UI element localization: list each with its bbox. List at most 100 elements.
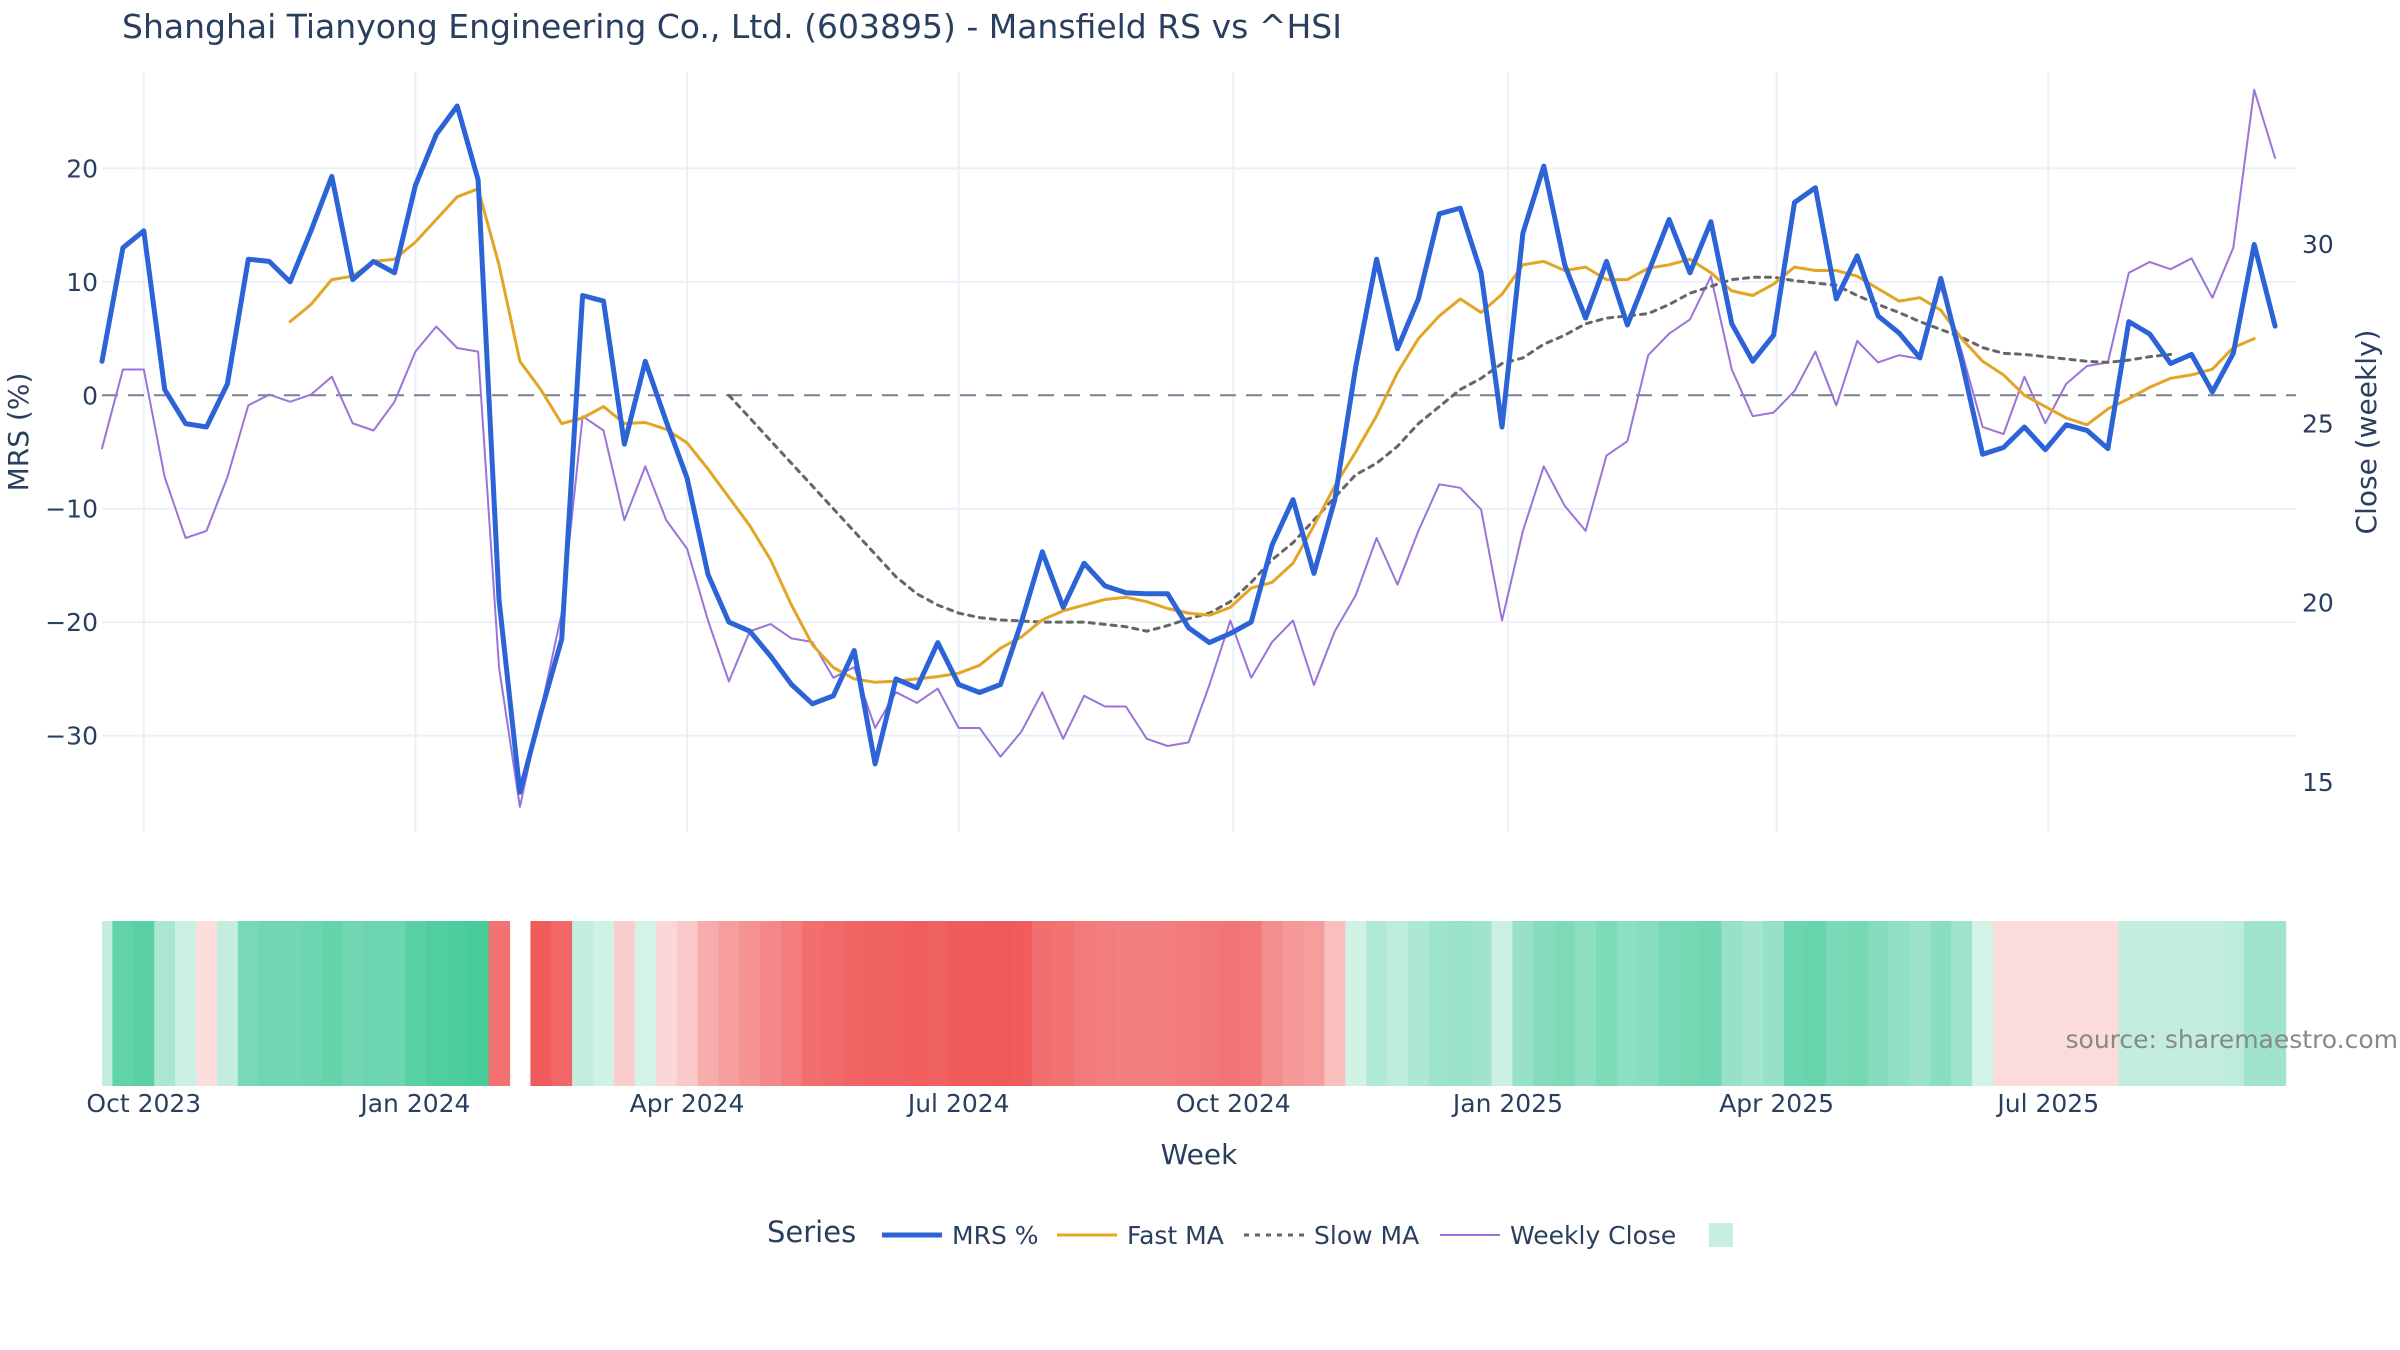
heatmap-cell xyxy=(1533,921,1555,1086)
series-line-mrs xyxy=(99,103,2278,795)
legend-item-weekly-close[interactable]: Weekly Close xyxy=(1440,1221,1676,1250)
right-tick-label: 25 xyxy=(2302,409,2334,438)
heatmap-cell xyxy=(822,921,845,1086)
series-lines xyxy=(99,88,2278,808)
heatmap-cell xyxy=(405,921,427,1086)
legend-swatch-heatmap[interactable] xyxy=(1709,1223,1733,1247)
legend: Series MRS % Fast MA Slow MA Weekly Clos… xyxy=(767,1215,1733,1250)
heatmap-cell xyxy=(2160,921,2182,1086)
series-line-fast-ma xyxy=(288,187,2256,684)
heatmap-cell xyxy=(133,921,155,1086)
heatmap-cell xyxy=(530,921,552,1086)
heatmap-cell xyxy=(1742,921,1764,1086)
heatmap-cell xyxy=(1199,921,1221,1086)
heatmap-cell xyxy=(1867,921,1890,1086)
left-tick-label: −10 xyxy=(45,495,98,524)
heatmap-cell xyxy=(1219,921,1242,1086)
heatmap-cell xyxy=(1930,921,1952,1086)
left-tick-label: −30 xyxy=(45,722,98,751)
legend-label-fast-ma: Fast MA xyxy=(1127,1221,1224,1250)
left-axis-ticks: −30 −20 −10 0 10 20 xyxy=(45,154,98,750)
heatmap-cell xyxy=(1261,921,1284,1086)
right-tick-label: 30 xyxy=(2302,230,2334,259)
heatmap-cell xyxy=(2222,921,2245,1086)
heatmap-cell xyxy=(1784,921,1806,1086)
heatmap-cell xyxy=(781,921,803,1086)
legend-item-mrs[interactable]: MRS % xyxy=(882,1221,1039,1250)
heatmap-cell xyxy=(1596,921,1618,1086)
legend-label-mrs: MRS % xyxy=(952,1221,1039,1250)
heatmap-cell xyxy=(551,921,573,1086)
heatmap-cell xyxy=(258,921,281,1086)
x-tick-label: Oct 2023 xyxy=(86,1089,201,1118)
heatmap-cell xyxy=(2202,921,2224,1086)
heatmap-cell xyxy=(1616,921,1639,1086)
series-line-weekly-close xyxy=(101,88,2277,808)
heatmap-cell xyxy=(739,921,761,1086)
x-axis-label: Week xyxy=(1161,1138,1238,1171)
heatmap-cell xyxy=(2139,921,2161,1086)
heatmap-cell xyxy=(2055,921,2078,1086)
heatmap-cell xyxy=(1700,921,1722,1086)
heatmap-cell xyxy=(655,921,678,1086)
heatmap-cell xyxy=(676,921,699,1086)
heatmap-cell xyxy=(1721,921,1743,1086)
heatmap-cell xyxy=(321,921,343,1086)
heatmap-cell xyxy=(1094,921,1116,1086)
left-tick-label: −20 xyxy=(45,608,98,637)
heatmap-cell xyxy=(2118,921,2140,1086)
heatmap-cell xyxy=(1470,921,1493,1086)
x-tick-label: Oct 2024 xyxy=(1176,1089,1291,1118)
heatmap-cell xyxy=(342,921,364,1086)
heatmap-cell xyxy=(1408,921,1430,1086)
heatmap-cell xyxy=(948,921,970,1086)
heatmap-cell xyxy=(1073,921,1096,1086)
x-tick-label: Jan 2024 xyxy=(358,1089,470,1118)
heatmap-cell xyxy=(990,921,1012,1086)
heatmap-cell xyxy=(1178,921,1200,1086)
heatmap-cell xyxy=(2181,921,2203,1086)
source-annotation: source: sharemaestro.com xyxy=(2066,1025,2399,1054)
heatmap-cell xyxy=(237,921,260,1086)
x-tick-label: Jul 2025 xyxy=(1995,1089,2099,1118)
heatmap-cell xyxy=(927,921,949,1086)
rs-heatmap-strip xyxy=(102,921,2287,1086)
heatmap-cell xyxy=(1010,921,1033,1086)
legend-label-slow-ma: Slow MA xyxy=(1314,1221,1419,1250)
heatmap-cell xyxy=(613,921,636,1086)
heatmap-cell xyxy=(2264,921,2287,1086)
heatmap-cell xyxy=(1052,921,1075,1086)
legend-item-slow-ma[interactable]: Slow MA xyxy=(1244,1221,1419,1250)
heatmap-cell xyxy=(885,921,908,1086)
heatmap-cell xyxy=(1324,921,1346,1086)
left-tick-label: 0 xyxy=(82,381,98,410)
heatmap-cell xyxy=(300,921,322,1086)
heatmap-cell xyxy=(1993,921,2015,1086)
heatmap-cell xyxy=(154,921,176,1086)
left-axis-label: MRS (%) xyxy=(2,373,35,492)
heatmap-cell xyxy=(1366,921,1388,1086)
x-axis-ticks: Oct 2023 Jan 2024 Apr 2024 Jul 2024 Oct 2024… xyxy=(86,1089,2099,1118)
heatmap-cell xyxy=(446,921,469,1086)
heatmap-cell xyxy=(1679,921,1702,1086)
heatmap-cell xyxy=(216,921,239,1086)
heatmap-cell xyxy=(1888,921,1910,1086)
heatmap-cell xyxy=(1491,921,1513,1086)
heatmap-cell xyxy=(2097,921,2119,1086)
heatmap-cell xyxy=(1031,921,1054,1086)
heatmap-cell xyxy=(969,921,991,1086)
heatmap-cell xyxy=(1157,921,1179,1086)
heatmap-cell xyxy=(102,921,113,1086)
gridlines xyxy=(102,72,2296,832)
heatmap-cell xyxy=(1449,921,1472,1086)
heatmap-cell xyxy=(1658,921,1681,1086)
heatmap-cell xyxy=(572,921,594,1086)
heatmap-cell xyxy=(1846,921,1869,1086)
right-tick-label: 20 xyxy=(2302,589,2334,618)
x-tick-label: Jan 2025 xyxy=(1451,1089,1563,1118)
heatmap-cell xyxy=(1512,921,1534,1086)
heatmap-cell xyxy=(279,921,302,1086)
legend-item-fast-ma[interactable]: Fast MA xyxy=(1057,1221,1224,1250)
heatmap-cell xyxy=(1637,921,1660,1086)
